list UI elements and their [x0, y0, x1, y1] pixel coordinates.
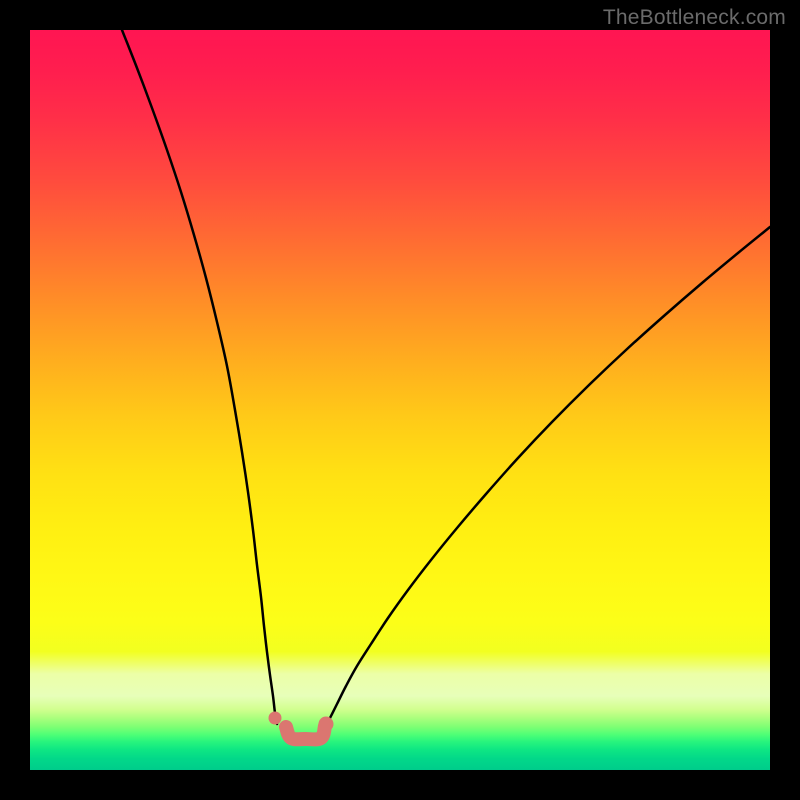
bottom-marker-curve — [286, 726, 325, 739]
v-curve-right — [327, 227, 770, 724]
plot-area — [30, 30, 770, 770]
v-curve-left — [122, 30, 277, 724]
curve-overlay — [30, 30, 770, 770]
watermark-text: TheBottleneck.com — [603, 6, 786, 30]
bottom-marker-entry-dot — [269, 712, 282, 725]
bottom-marker-end-dot — [319, 717, 334, 732]
